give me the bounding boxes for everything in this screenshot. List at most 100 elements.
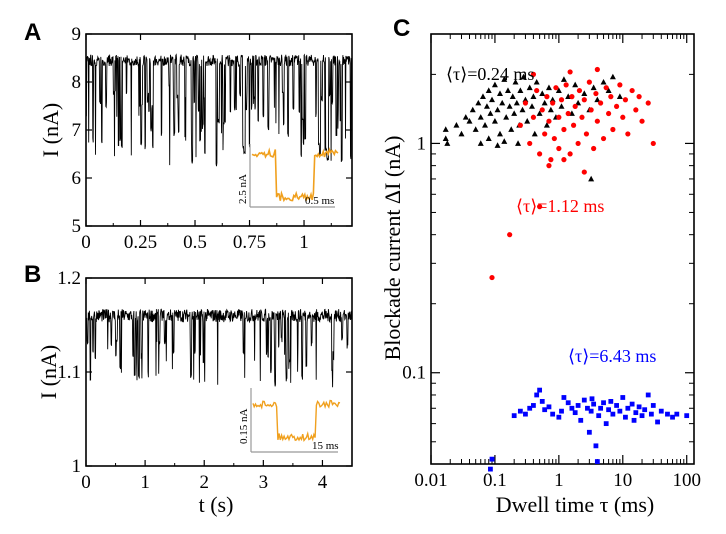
data-point-triangle xyxy=(609,73,616,80)
data-point-triangle xyxy=(458,130,465,137)
y-tick-label: 5 xyxy=(72,216,82,237)
data-point-triangle xyxy=(539,90,546,96)
panel-a-inset: 2.5 nA 0.5 ms xyxy=(237,144,339,208)
data-point-square xyxy=(603,421,609,427)
data-point-triangle xyxy=(522,96,529,103)
data-point-circle xyxy=(617,82,623,88)
data-point-triangle xyxy=(466,117,473,124)
data-point-square xyxy=(588,408,594,414)
y-tick-label: 0.1 xyxy=(402,363,426,384)
data-point-triangle xyxy=(503,114,510,120)
data-point-triangle xyxy=(524,117,531,124)
data-point-square xyxy=(606,407,612,413)
data-point-triangle xyxy=(491,81,498,88)
current-trace-line xyxy=(85,53,353,167)
panel-b-xlabel: t (s) xyxy=(199,492,234,517)
data-point-triangle xyxy=(530,93,537,100)
data-point-circle xyxy=(563,82,569,88)
panel-b: 0 1 2 3 411.11.2 I (nA) t (s) 0.15 nA 15 ms xyxy=(36,268,353,517)
data-point-circle xyxy=(570,122,577,128)
data-point-triangle xyxy=(616,93,623,100)
data-point-circle xyxy=(620,114,626,120)
panel-c-xlabel: Dwell time τ (ms) xyxy=(496,492,655,517)
data-point-circle xyxy=(586,79,592,85)
data-point-circle xyxy=(606,110,612,117)
data-point-square xyxy=(601,400,606,406)
data-point-square xyxy=(511,413,517,419)
data-point-triangle xyxy=(520,73,527,80)
data-point-square xyxy=(623,414,628,420)
data-point-square xyxy=(542,407,548,413)
data-point-square xyxy=(633,410,639,416)
inset-b-scale-y-label: 0.15 nA xyxy=(238,409,250,445)
data-point-triangle xyxy=(442,126,449,132)
x-tick-label: 0.75 xyxy=(233,232,266,253)
data-point-square xyxy=(527,405,533,411)
data-point-circle xyxy=(576,87,583,94)
data-point-triangle xyxy=(462,114,469,120)
data-point-circle xyxy=(537,151,543,157)
data-point-square xyxy=(561,395,567,400)
inset-a-trace xyxy=(251,147,339,203)
data-point-triangle xyxy=(581,90,588,96)
x-tick-label: 0 xyxy=(81,232,91,253)
data-point-square xyxy=(569,405,575,411)
data-point-triangle xyxy=(558,103,565,109)
panel-c-frame xyxy=(430,33,695,465)
data-point-circle xyxy=(567,151,573,157)
inset-a-scale-x-label: 0.5 ms xyxy=(305,195,334,207)
data-point-circle xyxy=(561,126,567,133)
data-point-square xyxy=(650,403,656,408)
data-point-circle xyxy=(534,87,540,94)
data-point-square xyxy=(581,397,587,403)
data-point-triangle xyxy=(487,110,494,116)
data-point-circle xyxy=(645,100,651,106)
data-point-square xyxy=(629,401,635,407)
panel-a-trace xyxy=(85,53,353,167)
data-point-circle xyxy=(522,100,529,106)
data-point-triangle xyxy=(494,106,501,113)
data-point-triangle xyxy=(509,93,516,100)
x-tick-label: 0 xyxy=(81,472,91,493)
inset-b-scale-x-label: 15 ms xyxy=(312,440,339,452)
data-point-circle xyxy=(530,114,537,120)
data-point-triangle xyxy=(485,87,492,93)
inset-a-scale-y-label: 2.5 nA xyxy=(237,174,249,204)
data-point-circle xyxy=(572,103,578,110)
data-point-square xyxy=(642,407,648,413)
x-tick-label: 0.5 xyxy=(183,232,207,253)
data-point-circle xyxy=(639,118,645,124)
data-point-triangle xyxy=(545,84,552,91)
data-point-circle xyxy=(556,145,562,152)
data-point-circle xyxy=(569,94,575,100)
data-point-circle xyxy=(625,131,631,137)
data-point-square xyxy=(636,404,642,410)
x-tick-label: 0.1 xyxy=(483,470,507,491)
data-point-triangle xyxy=(501,138,508,144)
data-point-triangle xyxy=(572,81,579,88)
data-point-square xyxy=(578,417,584,423)
panel-c-points xyxy=(442,66,690,472)
panel-c-ylabel: Blockade current ΔI (nA) xyxy=(380,136,405,361)
data-point-square xyxy=(537,387,543,393)
annotation-black: ⟨τ⟩=0.24 ms xyxy=(446,64,534,84)
data-point-circle xyxy=(567,69,573,75)
data-point-circle xyxy=(517,122,523,128)
data-point-square xyxy=(631,417,637,423)
data-point-triangle xyxy=(594,96,601,103)
y-tick-label: 1 xyxy=(72,456,82,477)
data-point-square xyxy=(645,392,651,398)
data-point-circle xyxy=(546,163,552,169)
data-point-triangle xyxy=(499,99,506,106)
data-point-circle xyxy=(544,94,550,100)
x-tick-label: 1 xyxy=(299,232,309,253)
x-tick-label: 0.25 xyxy=(124,232,157,253)
inset-b-trace xyxy=(252,399,341,442)
data-point-square xyxy=(593,443,599,449)
panel-b-inset: 0.15 nA 15 ms xyxy=(238,388,341,453)
data-point-square xyxy=(684,413,690,419)
data-point-circle xyxy=(553,85,559,91)
y-tick-label: 8 xyxy=(72,72,82,93)
data-point-triangle xyxy=(590,84,597,91)
